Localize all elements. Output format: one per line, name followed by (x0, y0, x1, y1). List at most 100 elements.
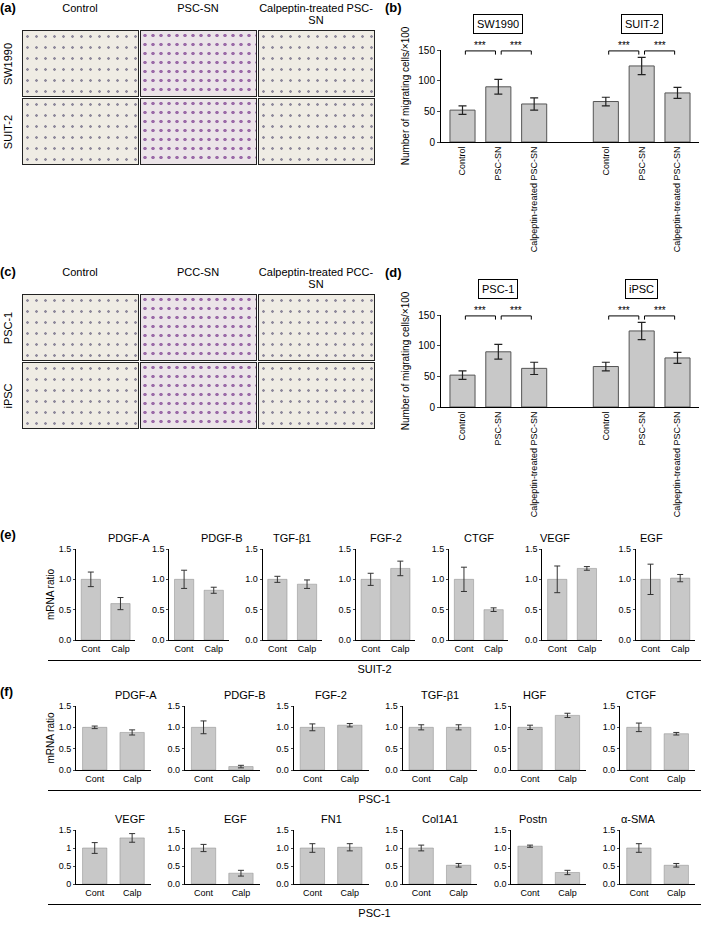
svg-text:0.0: 0.0 (603, 879, 616, 889)
svg-text:Calpeptin-treated PSC-SN: Calpeptin-treated PSC-SN (529, 412, 539, 518)
svg-text:PDGF-B: PDGF-B (201, 532, 243, 544)
svg-text:1.5: 1.5 (168, 825, 181, 835)
svg-text:0.5: 0.5 (276, 744, 289, 754)
svg-text:1.5: 1.5 (603, 825, 616, 835)
svg-text:Calp: Calp (667, 888, 686, 898)
svg-text:1.0: 1.0 (59, 722, 72, 732)
svg-text:FGF-2: FGF-2 (370, 532, 402, 544)
svg-text:0.5: 0.5 (59, 605, 72, 615)
svg-text:0.5: 0.5 (603, 744, 616, 754)
svg-text:SW1990: SW1990 (477, 18, 519, 30)
svg-text:0.5: 0.5 (618, 605, 631, 615)
svg-text:***: *** (474, 305, 486, 316)
svg-text:0.0: 0.0 (432, 635, 445, 645)
svg-text:1.0: 1.0 (59, 574, 72, 584)
svg-text:Calp: Calp (671, 644, 690, 654)
svg-text:Col1A1: Col1A1 (422, 813, 458, 825)
svg-text:Cont: Cont (268, 644, 288, 654)
svg-text:1.5: 1.5 (59, 544, 72, 554)
svg-text:Cont: Cont (85, 774, 105, 784)
svg-text:Cont: Cont (454, 644, 474, 654)
svg-text:Calp: Calp (391, 644, 410, 654)
svg-text:Cont: Cont (412, 774, 432, 784)
svg-text:Control: Control (457, 147, 467, 176)
svg-text:100: 100 (418, 75, 435, 86)
svg-text:0.0: 0.0 (245, 635, 258, 645)
svg-text:PDGF-A: PDGF-A (115, 689, 157, 701)
svg-text:Cont: Cont (303, 774, 323, 784)
svg-text:1.5: 1.5 (603, 701, 616, 711)
svg-text:Cont: Cont (361, 644, 381, 654)
svg-text:VEGF: VEGF (540, 532, 570, 544)
svg-text:mRNA ratio: mRNA ratio (45, 712, 56, 764)
svg-text:TGF-β1: TGF-β1 (273, 532, 311, 544)
svg-text:0.0: 0.0 (59, 765, 72, 775)
svg-text:VEGF: VEGF (115, 813, 145, 825)
svg-text:Calp: Calp (111, 644, 130, 654)
svg-text:0: 0 (429, 402, 435, 413)
svg-text:1.5: 1.5 (525, 544, 538, 554)
svg-text:0: 0 (429, 137, 435, 148)
svg-text:Cont: Cont (303, 888, 323, 898)
svg-text:0.5: 0.5 (385, 744, 398, 754)
svg-text:HGF: HGF (523, 689, 547, 701)
svg-text:PDGF-B: PDGF-B (224, 689, 266, 701)
svg-text:1.5: 1.5 (432, 544, 445, 554)
svg-text:Postn: Postn (519, 813, 547, 825)
svg-text:α-SMA: α-SMA (621, 813, 656, 825)
svg-text:Cont: Cont (194, 774, 214, 784)
svg-text:EGF: EGF (224, 813, 247, 825)
svg-text:1.0: 1.0 (525, 574, 538, 584)
svg-text:0.5: 0.5 (168, 861, 181, 871)
svg-text:Calp: Calp (449, 888, 468, 898)
svg-text:1.5: 1.5 (494, 701, 507, 711)
svg-text:1.0: 1.0 (168, 722, 181, 732)
svg-text:CTGF: CTGF (464, 532, 494, 544)
svg-text:0.0: 0.0 (276, 879, 289, 889)
svg-text:0.5: 0.5 (152, 605, 165, 615)
svg-text:0.0: 0.0 (152, 635, 165, 645)
svg-text:Calp: Calp (232, 888, 251, 898)
svg-text:PDGF-A: PDGF-A (108, 532, 150, 544)
svg-text:PSC-SN: PSC-SN (493, 147, 503, 181)
svg-text:1.5: 1.5 (152, 544, 165, 554)
svg-text:0.5: 0.5 (494, 744, 507, 754)
svg-text:Calpeptin-treated PSC-SN: Calpeptin-treated PSC-SN (529, 147, 539, 253)
svg-text:Control: Control (601, 412, 611, 441)
svg-text:Cont: Cont (175, 644, 195, 654)
svg-text:0.5: 0.5 (245, 605, 258, 615)
svg-text:1.0: 1.0 (339, 574, 352, 584)
svg-text:1.5: 1.5 (385, 825, 398, 835)
svg-text:1.0: 1.0 (168, 843, 181, 853)
svg-text:0.5: 0.5 (276, 861, 289, 871)
svg-text:1.5: 1.5 (59, 825, 72, 835)
svg-text:***: *** (510, 305, 522, 316)
svg-text:0.0: 0.0 (385, 765, 398, 775)
svg-text:1.0: 1.0 (276, 722, 289, 732)
svg-text:0.5: 0.5 (603, 861, 616, 871)
svg-text:0.0: 0.0 (168, 765, 181, 775)
svg-text:0.5: 0.5 (168, 744, 181, 754)
svg-text:1.5: 1.5 (618, 544, 631, 554)
svg-text:EGF: EGF (640, 532, 663, 544)
svg-text:0.0: 0.0 (339, 635, 352, 645)
svg-text:1.0: 1.0 (494, 843, 507, 853)
svg-text:1.0: 1.0 (245, 574, 258, 584)
svg-text:Calp: Calp (558, 888, 577, 898)
svg-text:1.0: 1.0 (276, 843, 289, 853)
svg-text:1.5: 1.5 (168, 701, 181, 711)
svg-text:PSC-SN: PSC-SN (637, 147, 647, 181)
svg-text:Calp: Calp (667, 774, 686, 784)
svg-text:CTGF: CTGF (626, 689, 656, 701)
svg-text:Cont: Cont (194, 888, 214, 898)
svg-text:0: 0 (66, 879, 71, 889)
svg-text:0.5: 0.5 (525, 605, 538, 615)
svg-text:Cont: Cont (521, 774, 541, 784)
svg-text:mRNA ratio: mRNA ratio (45, 569, 56, 621)
svg-text:Calp: Calp (578, 644, 597, 654)
svg-text:Calpeptin-treated PSC-SN: Calpeptin-treated PSC-SN (672, 147, 682, 253)
svg-text:***: *** (654, 305, 666, 316)
svg-text:TGF-β1: TGF-β1 (421, 689, 459, 701)
svg-text:1.0: 1.0 (494, 722, 507, 732)
svg-text:0.5: 0.5 (494, 861, 507, 871)
